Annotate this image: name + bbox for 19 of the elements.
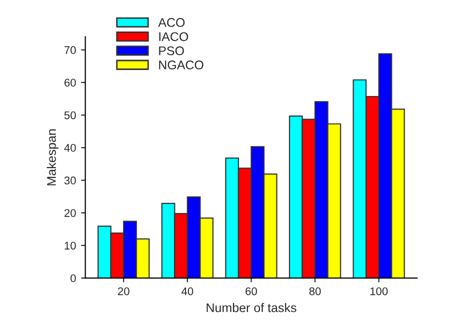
x-tick-label: 100 xyxy=(370,287,388,296)
x-tick-label: 80 xyxy=(309,287,321,296)
x-tick-label: 20 xyxy=(118,287,130,296)
y-tick-label: 40 xyxy=(64,144,76,152)
y-tick-label: 20 xyxy=(64,209,76,217)
legend-label: IACO xyxy=(159,32,188,42)
y-tick-label: 0 xyxy=(70,274,76,282)
x-tick-label: 40 xyxy=(181,287,194,296)
legend-label: ACO xyxy=(158,18,185,27)
legend-label: NGACO xyxy=(159,60,204,70)
legend-label: PSO xyxy=(159,46,184,56)
y-tick-label: 60 xyxy=(64,78,76,87)
x-tick-label: 60 xyxy=(246,287,257,296)
y-tick-label: 10 xyxy=(64,242,76,250)
x-axis-title: Number of tasks xyxy=(206,302,296,312)
y-tick-label: 30 xyxy=(64,176,76,184)
y-tick-label: 50 xyxy=(64,111,76,120)
y-axis-title: Makespan xyxy=(46,129,58,186)
y-tick-label: 70 xyxy=(64,46,76,54)
